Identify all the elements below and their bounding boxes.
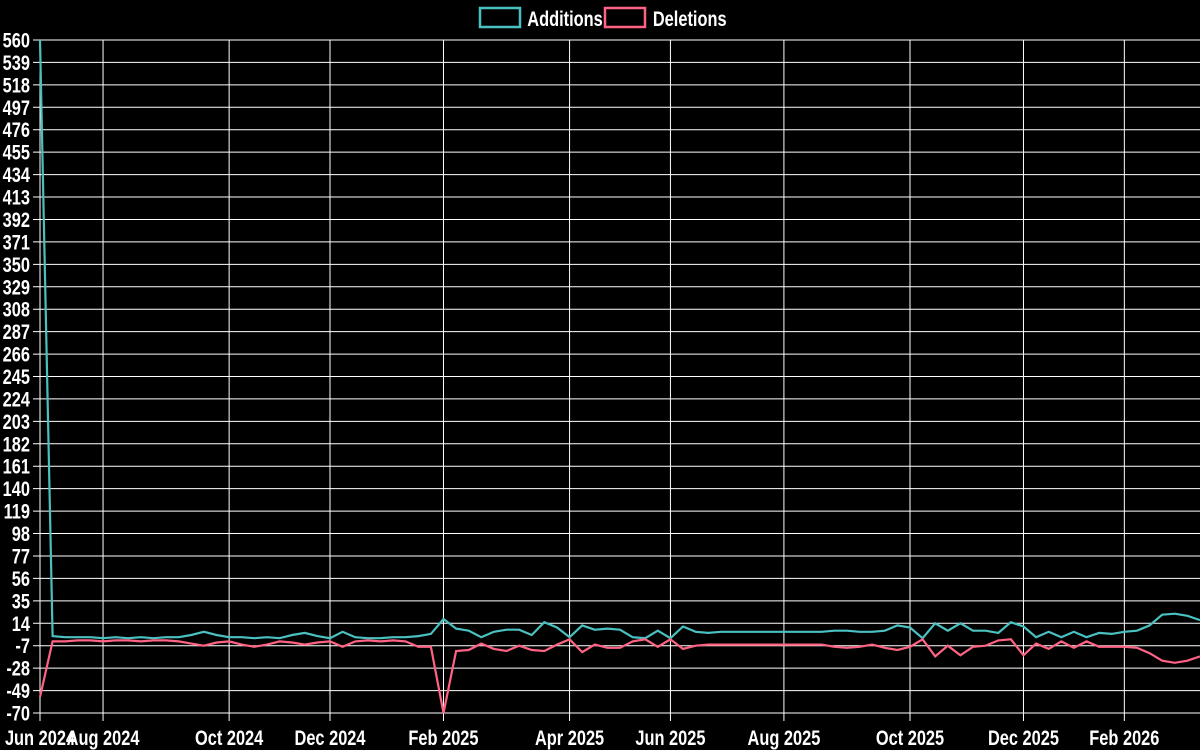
x-tick-label: Dec 2025 xyxy=(988,726,1059,749)
y-tick-label: -70 xyxy=(6,702,30,725)
y-tick-label: 287 xyxy=(3,320,30,343)
y-tick-label: 434 xyxy=(3,163,31,186)
legend-item-deletions[interactable]: Deletions xyxy=(603,6,727,30)
x-tick-label: Jun 2024 xyxy=(5,726,76,749)
y-tick-label: 392 xyxy=(3,208,30,231)
y-tick-label: 35 xyxy=(12,589,30,612)
y-tick-label: 182 xyxy=(3,432,30,455)
y-tick-label: 161 xyxy=(3,455,30,478)
y-tick-label: 245 xyxy=(3,365,30,388)
y-tick-label: -28 xyxy=(6,657,30,680)
legend-label-deletions: Deletions xyxy=(653,7,727,30)
y-tick-label: 476 xyxy=(3,118,30,141)
x-tick-label: Apr 2025 xyxy=(535,726,604,749)
y-tick-label: 413 xyxy=(3,186,30,209)
y-tick-label: 56 xyxy=(12,567,30,590)
y-tick-label: 266 xyxy=(3,343,30,366)
y-tick-label: 98 xyxy=(12,522,30,545)
y-tick-label: 308 xyxy=(3,298,30,321)
y-tick-label: -7 xyxy=(15,634,30,657)
y-tick-label: 140 xyxy=(3,477,30,500)
y-tick-label: 497 xyxy=(3,96,30,119)
y-tick-label: 14 xyxy=(12,612,31,635)
y-tick-label: 539 xyxy=(3,51,30,74)
y-tick-label: 560 xyxy=(3,29,30,52)
y-tick-label: 119 xyxy=(4,500,30,523)
x-tick-label: Oct 2024 xyxy=(195,726,264,749)
x-tick-label: Jun 2025 xyxy=(635,726,705,749)
legend-item-additions[interactable]: Additions xyxy=(478,6,603,30)
x-tick-label: Dec 2024 xyxy=(294,726,365,749)
y-tick-label: 455 xyxy=(3,141,30,164)
deletions-swatch-icon xyxy=(603,6,647,29)
y-tick-label: 518 xyxy=(3,73,30,96)
y-tick-label: 329 xyxy=(3,275,30,298)
y-tick-label: -49 xyxy=(6,679,30,702)
x-tick-label: Aug 2025 xyxy=(748,726,821,749)
data-lines xyxy=(38,39,1200,714)
legend-label-additions: Additions xyxy=(527,7,603,30)
y-tick-label: 350 xyxy=(3,253,30,276)
x-tick-label: Oct 2025 xyxy=(876,726,944,749)
y-tick-label: 224 xyxy=(3,387,31,410)
x-tick-label: Feb 2025 xyxy=(408,726,478,749)
chart-legend: Additions Deletions xyxy=(478,6,727,30)
y-tick-label: 203 xyxy=(3,410,30,433)
axis-labels: 5605395184974764554344133923713503293082… xyxy=(3,29,1160,750)
x-tick-label: Feb 2026 xyxy=(1089,726,1159,749)
additions-swatch-icon xyxy=(478,6,522,29)
x-tick-label: Aug 2024 xyxy=(67,726,140,749)
deletions-line xyxy=(38,637,1200,714)
y-tick-label: 77 xyxy=(12,545,30,568)
gridlines xyxy=(33,39,1200,721)
y-tick-label: 371 xyxy=(3,230,30,253)
additions-line xyxy=(38,39,1200,640)
